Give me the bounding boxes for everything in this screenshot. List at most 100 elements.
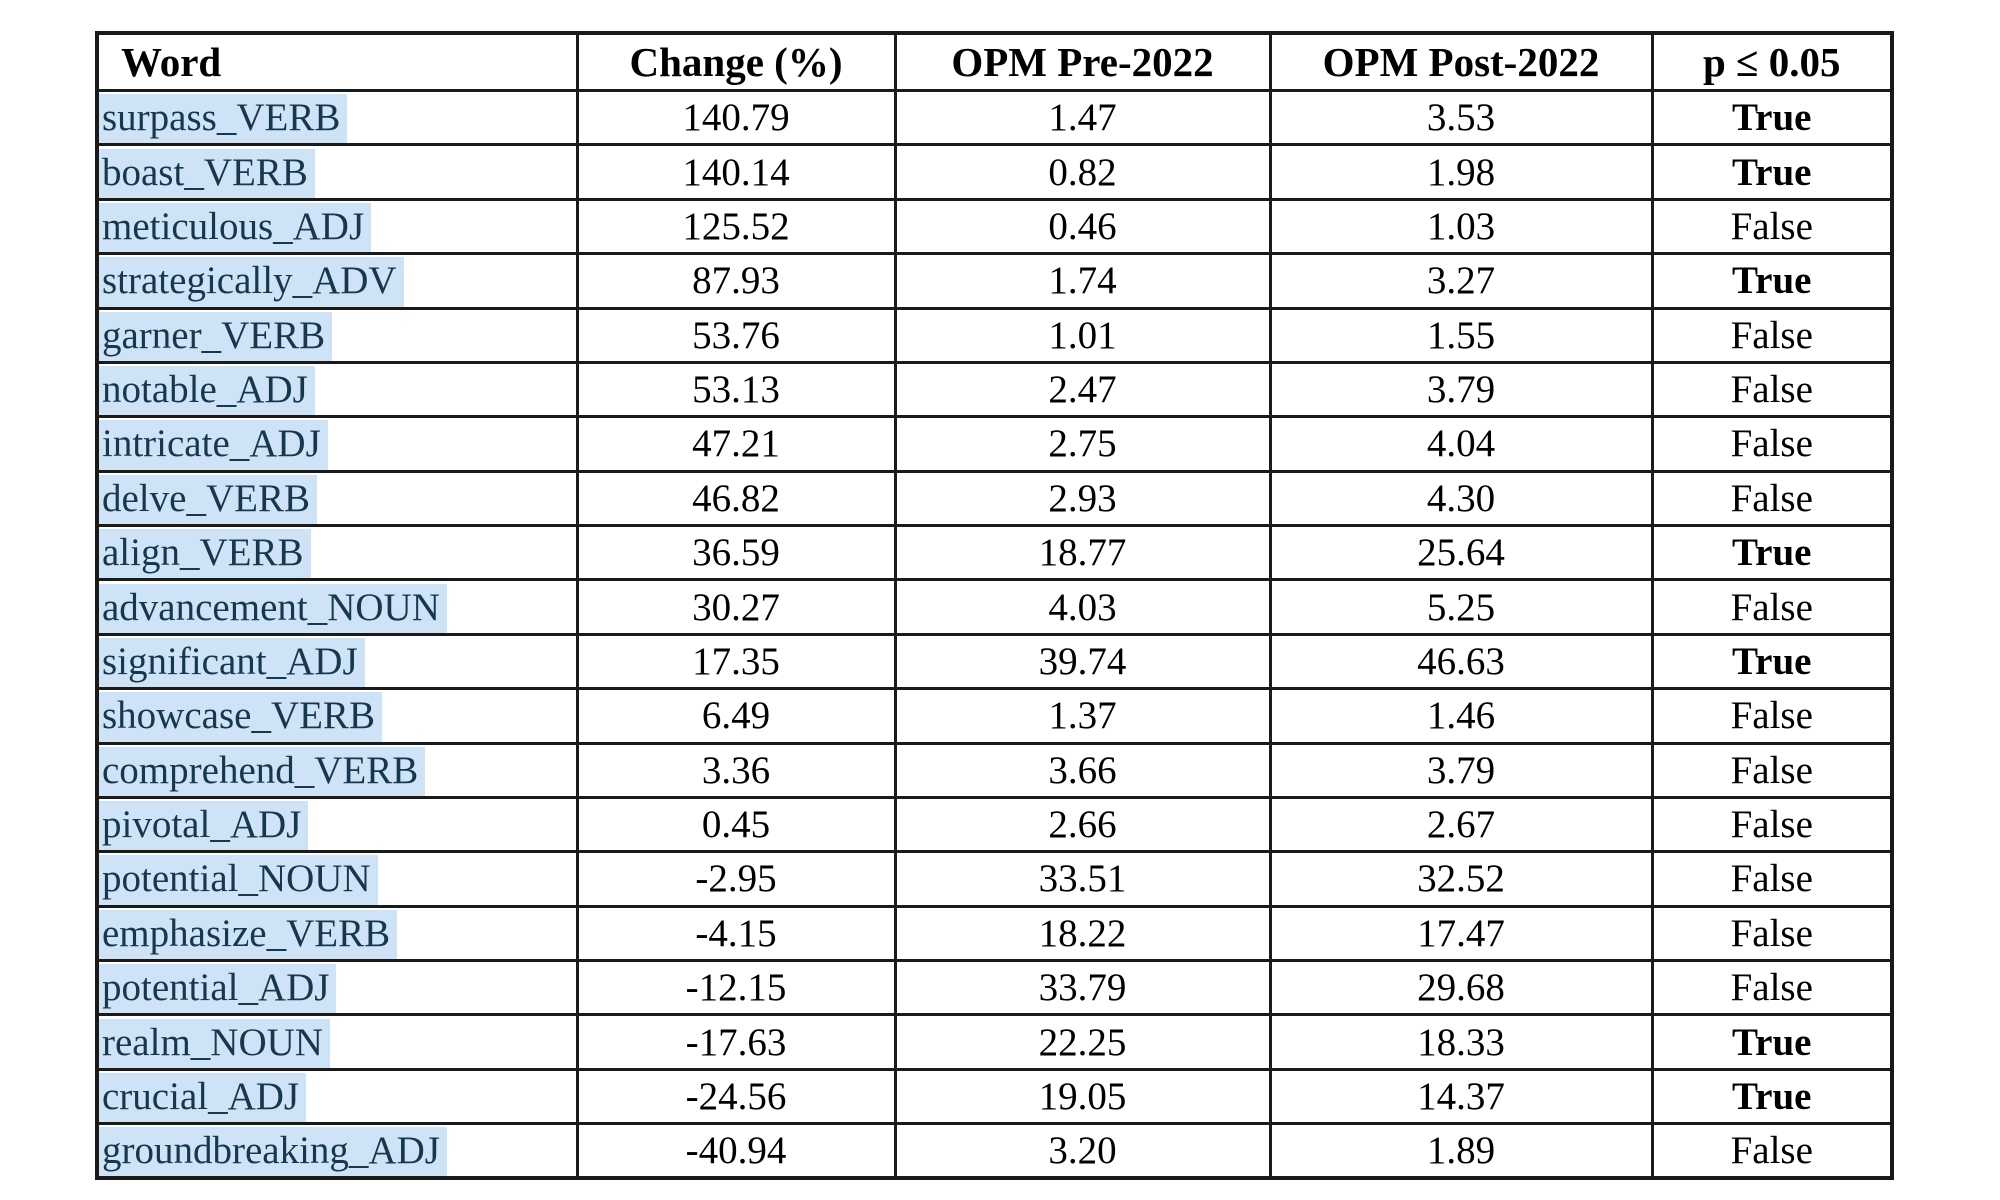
change-value-cell: 17.35	[575, 632, 897, 691]
opm-post-value-cell: 3.79	[1268, 360, 1654, 419]
highlighted-word-label: significant_ADJ	[100, 637, 365, 686]
significance-value-cell: False	[1650, 306, 1894, 364]
change-value-cell: -2.95	[575, 850, 897, 908]
word-cell: showcase_VERB	[95, 687, 579, 745]
opm-post-value-cell: 4.04	[1268, 415, 1654, 473]
highlighted-word-label: advancement_NOUN	[100, 583, 447, 632]
opm-post-value-cell: 1.98	[1268, 143, 1654, 201]
opm-pre-value-cell: 0.82	[893, 143, 1272, 201]
opm-post-value-cell: 5.25	[1268, 578, 1654, 636]
opm-post-value-cell: 3.53	[1268, 88, 1654, 147]
column-header-opm-pre: OPM Pre-2022	[893, 31, 1272, 92]
significance-value-cell: True	[1650, 143, 1894, 201]
column-header-opm-post: OPM Post-2022	[1268, 31, 1654, 92]
opm-post-value-cell: 29.68	[1268, 958, 1654, 1017]
significance-value-cell: False	[1650, 360, 1894, 419]
opm-post-value-cell: 1.89	[1268, 1122, 1654, 1180]
highlighted-word-label: pivotal_ADJ	[100, 801, 309, 849]
table-row: notable_ADJ 53.13 2.47 3.79 False	[95, 360, 1894, 419]
table-row: delve_VERB 46.82 2.93 4.30 False	[95, 469, 1894, 528]
table-row: boast_VERB 140.14 0.82 1.98 True	[95, 143, 1894, 201]
opm-pre-value-cell: 4.03	[893, 578, 1272, 636]
significance-value-cell: True	[1650, 1013, 1894, 1071]
opm-post-value-cell: 14.37	[1268, 1067, 1654, 1126]
column-header-pvalue: p ≤ 0.05	[1650, 31, 1894, 92]
significance-value-cell: False	[1650, 741, 1894, 799]
highlighted-word-label: surpass_VERB	[100, 94, 348, 142]
highlighted-word-label: notable_ADJ	[100, 366, 315, 414]
table-row: crucial_ADJ -24.56 19.05 14.37 True	[95, 1067, 1894, 1126]
opm-pre-value-cell: 39.74	[893, 632, 1272, 691]
highlighted-word-label: boast_VERB	[100, 148, 315, 197]
word-cell: surpass_VERB	[95, 88, 579, 147]
opm-pre-value-cell: 1.47	[893, 88, 1272, 147]
table-row: groundbreaking_ADJ -40.94 3.20 1.89 Fals…	[95, 1122, 1894, 1180]
table-row: significant_ADJ 17.35 39.74 46.63 True	[95, 632, 1894, 691]
opm-pre-value-cell: 2.75	[893, 415, 1272, 473]
opm-pre-value-cell: 18.22	[893, 904, 1272, 963]
opm-post-value-cell: 18.33	[1268, 1013, 1654, 1071]
highlighted-word-label: align_VERB	[100, 529, 311, 577]
opm-pre-value-cell: 2.93	[893, 469, 1272, 528]
significance-value-cell: False	[1650, 1122, 1894, 1180]
word-cell: meticulous_ADJ	[95, 197, 579, 256]
opm-post-value-cell: 1.55	[1268, 306, 1654, 364]
word-cell: align_VERB	[95, 523, 579, 582]
highlighted-word-label: comprehend_VERB	[100, 746, 426, 795]
opm-post-value-cell: 32.52	[1268, 850, 1654, 908]
change-value-cell: 0.45	[575, 795, 897, 854]
change-value-cell: -12.15	[575, 958, 897, 1017]
table-row: realm_NOUN -17.63 22.25 18.33 True	[95, 1013, 1894, 1071]
word-cell: comprehend_VERB	[95, 741, 579, 799]
highlighted-word-label: strategically_ADV	[100, 257, 404, 305]
change-value-cell: 46.82	[575, 469, 897, 528]
change-value-cell: 87.93	[575, 252, 897, 310]
highlighted-word-label: delve_VERB	[100, 474, 317, 523]
highlighted-word-label: groundbreaking_ADJ	[100, 1127, 447, 1175]
opm-post-value-cell: 2.67	[1268, 795, 1654, 854]
highlighted-word-label: garner_VERB	[100, 311, 333, 360]
significance-value-cell: True	[1650, 632, 1894, 691]
significance-value-cell: False	[1650, 795, 1894, 854]
highlighted-word-label: crucial_ADJ	[100, 1072, 307, 1121]
opm-pre-value-cell: 19.05	[893, 1067, 1272, 1126]
significance-value-cell: False	[1650, 850, 1894, 908]
significance-value-cell: False	[1650, 469, 1894, 528]
opm-pre-value-cell: 3.66	[893, 741, 1272, 799]
opm-pre-value-cell: 3.20	[893, 1122, 1272, 1180]
highlighted-word-label: realm_NOUN	[100, 1018, 330, 1067]
change-value-cell: -17.63	[575, 1013, 897, 1071]
word-cell: realm_NOUN	[95, 1013, 579, 1071]
table-row: strategically_ADV 87.93 1.74 3.27 True	[95, 252, 1894, 310]
table-row: showcase_VERB 6.49 1.37 1.46 False	[95, 687, 1894, 745]
word-cell: significant_ADJ	[95, 632, 579, 691]
change-value-cell: 140.79	[575, 88, 897, 147]
word-cell: crucial_ADJ	[95, 1067, 579, 1126]
change-value-cell: 36.59	[575, 523, 897, 582]
change-value-cell: 47.21	[575, 415, 897, 473]
column-header-change: Change (%)	[575, 31, 897, 92]
table-row: garner_VERB 53.76 1.01 1.55 False	[95, 306, 1894, 364]
results-table: Word Change (%) OPM Pre-2022 OPM Post-20…	[95, 31, 1894, 1180]
header-row: Word Change (%) OPM Pre-2022 OPM Post-20…	[95, 31, 1894, 92]
table-row: comprehend_VERB 3.36 3.66 3.79 False	[95, 741, 1894, 799]
significance-value-cell: False	[1650, 197, 1894, 256]
opm-pre-value-cell: 18.77	[893, 523, 1272, 582]
word-cell: delve_VERB	[95, 469, 579, 528]
significance-value-cell: False	[1650, 687, 1894, 745]
table-row: surpass_VERB 140.79 1.47 3.53 True	[95, 88, 1894, 147]
opm-pre-value-cell: 2.66	[893, 795, 1272, 854]
opm-post-value-cell: 46.63	[1268, 632, 1654, 691]
highlighted-word-label: potential_NOUN	[100, 855, 378, 904]
word-cell: pivotal_ADJ	[95, 795, 579, 854]
opm-pre-value-cell: 33.79	[893, 958, 1272, 1017]
opm-pre-value-cell: 33.51	[893, 850, 1272, 908]
significance-value-cell: False	[1650, 578, 1894, 636]
significance-value-cell: True	[1650, 252, 1894, 310]
table-row: potential_ADJ -12.15 33.79 29.68 False	[95, 958, 1894, 1017]
opm-post-value-cell: 25.64	[1268, 523, 1654, 582]
significance-value-cell: False	[1650, 904, 1894, 963]
word-cell: potential_NOUN	[95, 850, 579, 908]
highlighted-word-label: meticulous_ADJ	[100, 202, 372, 251]
change-value-cell: 53.13	[575, 360, 897, 419]
